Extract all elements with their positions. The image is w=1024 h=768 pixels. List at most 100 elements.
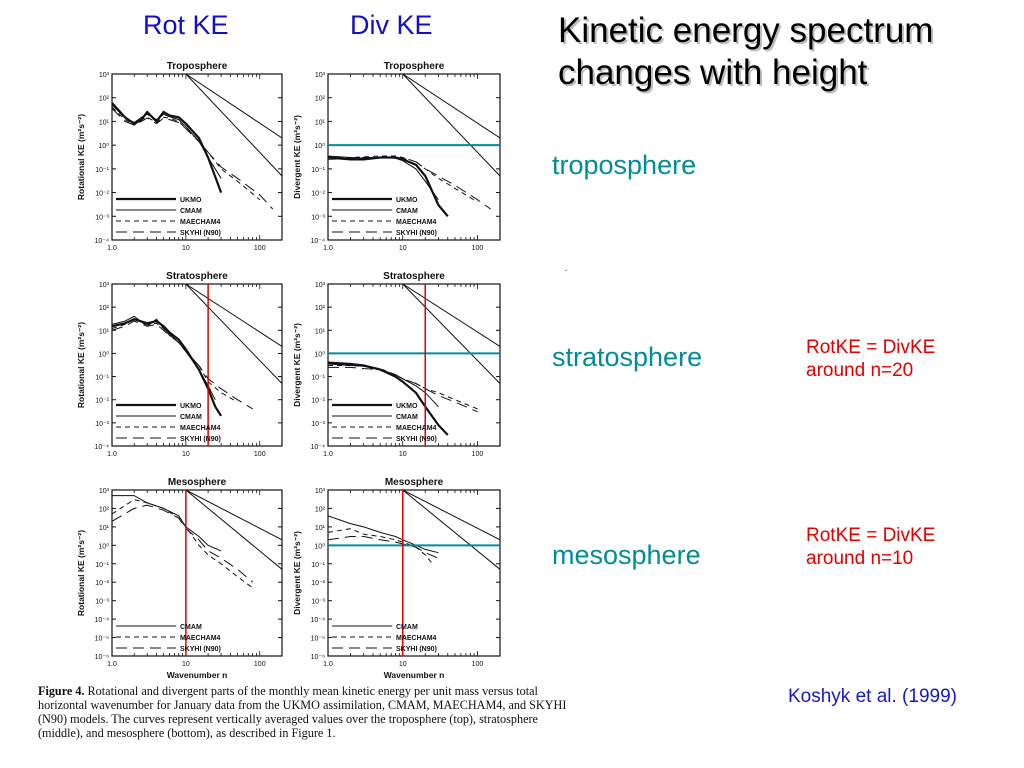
- chart-panel-2: Troposphere 10⁻⁴ 10⁻³ 10⁻² 10⁻¹ 10⁰ 10¹ 10² 10³ 1…: [292, 61, 501, 252]
- x-tick-label: 1.0: [323, 451, 333, 458]
- legend-label: CMAM: [396, 414, 418, 421]
- reference-slope-line: [402, 284, 500, 384]
- y-tick-label: 10⁻¹: [311, 375, 325, 382]
- y-tick-label: 10³: [315, 72, 326, 79]
- y-tick-label: 10¹: [99, 119, 110, 126]
- series-line-ukmo: [112, 102, 223, 193]
- series-line-maecham4: [328, 155, 478, 203]
- plot-title: Stratosphere: [383, 271, 445, 282]
- reference-slope-line: [402, 490, 500, 570]
- plot-frame: [111, 489, 283, 657]
- y-tick-label: 10⁰: [314, 142, 325, 150]
- plot-frame: [111, 283, 283, 447]
- x-tick-label: 100: [472, 245, 484, 252]
- reference-slope-line: [402, 74, 500, 139]
- series-line-cmam: [328, 155, 439, 200]
- legend-label: UKMO: [180, 197, 202, 204]
- y-tick-label: 10²: [99, 305, 110, 312]
- stratosphere-note-line2: around n=20: [806, 360, 914, 381]
- y-axis-label: Rotational KE (m²s⁻²): [76, 530, 86, 616]
- plot-title: Mesosphere: [385, 477, 444, 488]
- y-tick-label: 10⁻⁴: [311, 444, 326, 451]
- legend-label: CMAM: [396, 208, 418, 215]
- stray-dot: [565, 270, 567, 271]
- y-tick-label: 10⁻³: [95, 214, 109, 221]
- x-tick-label: 10: [182, 451, 190, 458]
- x-tick-label: 10: [182, 245, 190, 252]
- reference-slope-line: [185, 74, 282, 177]
- mesosphere-label: mesosphere: [552, 540, 701, 570]
- reference-slope-line: [185, 284, 282, 347]
- x-tick-label: 1.0: [107, 451, 117, 458]
- plot-area: [328, 74, 500, 218]
- y-axis-label: Divergent KE (m²s⁻²): [292, 115, 302, 199]
- reference-slope-line: [185, 490, 282, 570]
- series-line-skyhi-n90-: [112, 320, 253, 410]
- plot-frame: [327, 489, 501, 657]
- x-tick-label: 100: [254, 451, 266, 458]
- x-tick-label: 1.0: [107, 661, 117, 668]
- series-line-cmam: [112, 315, 216, 400]
- y-tick-label: 10¹: [99, 328, 110, 335]
- x-tick-label: 10: [399, 661, 407, 668]
- y-tick-label: 10¹: [315, 119, 326, 126]
- series-line-maecham4: [112, 318, 238, 403]
- y-tick-label: 10⁻⁶: [95, 654, 109, 661]
- legend-label: MAECHAM4: [180, 219, 221, 226]
- series-line-maecham4: [328, 365, 478, 410]
- x-tick-label: 10: [399, 245, 407, 252]
- y-tick-label: 10⁰: [98, 542, 109, 550]
- legend-label: CMAM: [180, 624, 202, 631]
- reference-slope-line: [402, 284, 500, 347]
- plot-frame: [111, 73, 283, 241]
- y-tick-label: 10⁻²: [95, 580, 109, 587]
- y-tick-label: 10⁻¹: [95, 375, 109, 382]
- series-line-cmam: [112, 495, 222, 552]
- y-axis-label: Rotational KE (m²s⁻²): [76, 322, 86, 408]
- legend-label: MAECHAM4: [180, 635, 221, 642]
- series-line-skyhi-n90-: [112, 108, 274, 210]
- x-axis-label: Wavenumber n: [384, 670, 445, 680]
- legend-label: UKMO: [396, 197, 418, 204]
- y-tick-label: 10²: [315, 96, 326, 103]
- series-line-skyhi-n90-: [328, 536, 439, 559]
- figure-caption: Figure 4. Rotational and divergent parts…: [38, 684, 568, 740]
- legend-label: MAECHAM4: [396, 425, 437, 432]
- x-tick-label: 100: [472, 661, 484, 668]
- plot-area: [112, 74, 282, 210]
- x-tick-label: 100: [472, 451, 484, 458]
- plot-area: [328, 490, 500, 570]
- chart-panel-1: Troposphere 10⁻⁴ 10⁻³ 10⁻² 10⁻¹ 10⁰ 10¹ 10² 10³ 1…: [76, 61, 283, 252]
- plot-title: Mesosphere: [168, 477, 227, 488]
- legend-label: SKYHI (N90): [396, 646, 437, 653]
- stratosphere-note: RotKE = DivKE around n=20: [806, 336, 1016, 382]
- y-tick-label: 10⁻²: [311, 580, 325, 587]
- rot-ke-heading: Rot KE: [143, 10, 229, 40]
- legend-label: SKYHI (N90): [180, 646, 221, 653]
- y-tick-label: 10¹: [315, 525, 326, 532]
- legend-label: MAECHAM4: [180, 425, 221, 432]
- y-tick-label: 10²: [99, 96, 110, 103]
- caption-label: Figure 4.: [38, 684, 85, 698]
- y-tick-label: 10⁻⁴: [311, 238, 326, 245]
- y-tick-label: 10⁰: [98, 350, 109, 358]
- y-axis-label: Divergent KE (m²s⁻²): [292, 323, 302, 407]
- mesosphere-note-line1: RotKE = DivKE: [806, 525, 936, 546]
- y-tick-label: 10⁻⁴: [95, 238, 110, 245]
- series-line-ukmo: [112, 318, 223, 417]
- y-tick-label: 10³: [99, 282, 110, 289]
- stratosphere-label: stratosphere: [552, 342, 703, 372]
- y-axis-label: Divergent KE (m²s⁻²): [292, 531, 302, 615]
- y-tick-label: 10⁻⁵: [95, 636, 109, 643]
- x-tick-label: 1.0: [323, 661, 333, 668]
- series-line-ukmo: [328, 361, 449, 436]
- div-ke-heading: Div KE: [350, 10, 433, 40]
- legend-label: UKMO: [180, 403, 202, 410]
- y-tick-label: 10⁻¹: [95, 167, 109, 174]
- mesosphere-note-line2: around n=10: [806, 548, 914, 569]
- y-tick-label: 10²: [315, 305, 326, 312]
- plot-frame: [327, 73, 501, 241]
- series-line-maecham4: [328, 528, 433, 565]
- y-tick-label: 10⁰: [98, 142, 109, 150]
